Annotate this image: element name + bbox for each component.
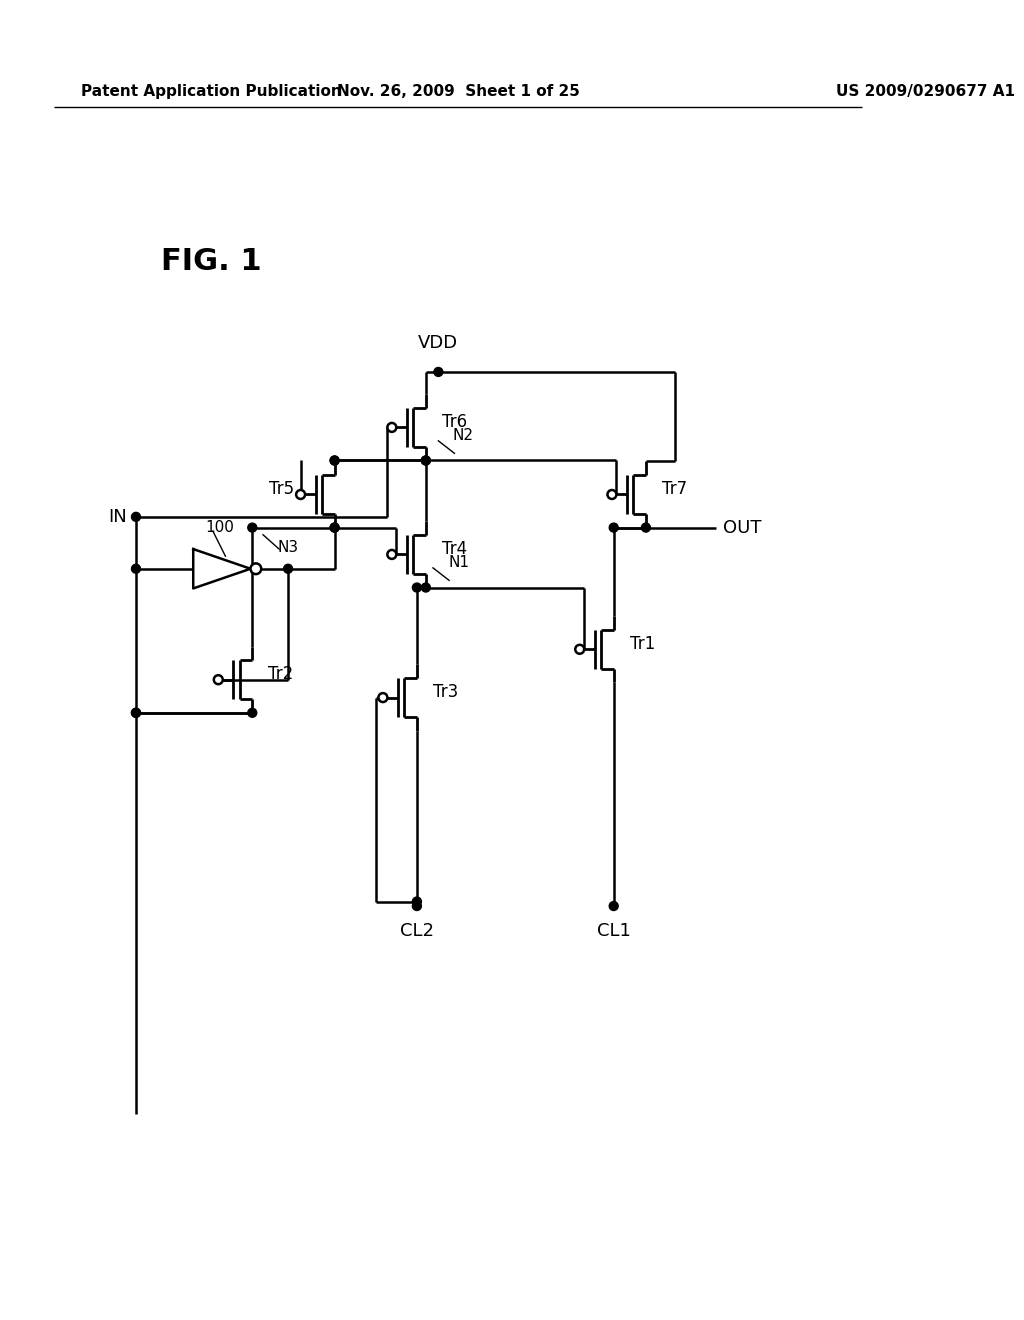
Text: Tr6: Tr6 — [442, 413, 467, 432]
Circle shape — [251, 564, 261, 574]
Circle shape — [413, 583, 421, 591]
Text: N2: N2 — [453, 428, 474, 444]
Text: Tr1: Tr1 — [630, 635, 655, 653]
Text: OUT: OUT — [723, 519, 762, 537]
Circle shape — [248, 523, 257, 532]
Text: CL1: CL1 — [597, 923, 631, 940]
Text: FIG. 1: FIG. 1 — [161, 247, 262, 276]
Circle shape — [387, 422, 396, 432]
Circle shape — [387, 550, 396, 558]
Circle shape — [434, 367, 442, 376]
Text: Tr7: Tr7 — [663, 480, 687, 498]
Circle shape — [609, 523, 618, 532]
Text: CL2: CL2 — [400, 923, 434, 940]
Text: Tr2: Tr2 — [268, 665, 294, 684]
Circle shape — [131, 709, 140, 717]
Circle shape — [575, 644, 584, 653]
Text: US 2009/0290677 A1: US 2009/0290677 A1 — [837, 84, 1016, 99]
Circle shape — [641, 523, 650, 532]
Circle shape — [609, 902, 618, 911]
Circle shape — [379, 693, 387, 702]
Circle shape — [421, 455, 430, 465]
Text: N3: N3 — [278, 540, 298, 554]
Circle shape — [607, 490, 616, 499]
Circle shape — [131, 709, 140, 717]
Text: Tr5: Tr5 — [269, 480, 294, 498]
Circle shape — [330, 455, 339, 465]
Text: N1: N1 — [449, 554, 469, 570]
Text: 100: 100 — [206, 520, 234, 535]
Text: Tr4: Tr4 — [442, 540, 467, 558]
Circle shape — [330, 523, 339, 532]
Circle shape — [330, 455, 339, 465]
Text: Patent Application Publication: Patent Application Publication — [81, 84, 341, 99]
Text: IN: IN — [109, 508, 127, 525]
Text: VDD: VDD — [418, 334, 459, 352]
Circle shape — [421, 583, 430, 591]
Circle shape — [214, 676, 223, 684]
Circle shape — [413, 898, 421, 906]
Text: Tr3: Tr3 — [433, 684, 459, 701]
Circle shape — [248, 709, 257, 717]
Circle shape — [421, 455, 430, 465]
Circle shape — [330, 523, 339, 532]
Circle shape — [296, 490, 305, 499]
Text: Nov. 26, 2009  Sheet 1 of 25: Nov. 26, 2009 Sheet 1 of 25 — [337, 84, 580, 99]
Circle shape — [131, 512, 140, 521]
Circle shape — [131, 564, 140, 573]
Circle shape — [284, 564, 293, 573]
Circle shape — [413, 902, 421, 911]
